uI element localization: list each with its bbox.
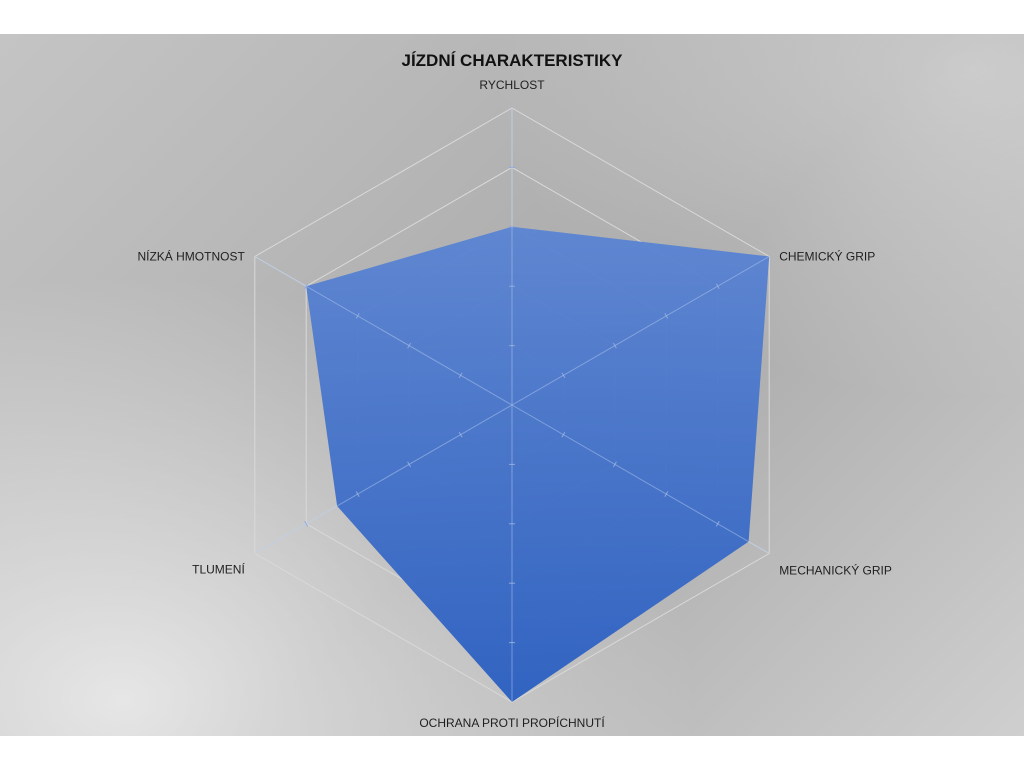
axis-label-6: NÍZKÁ HMOTNOST bbox=[137, 249, 245, 264]
axis-label-5: TLUMENÍ bbox=[192, 562, 245, 577]
chart-title: JÍZDNÍ CHARAKTERISTIKY bbox=[401, 51, 623, 70]
axis-label-3: MECHANICKÝ GRIP bbox=[779, 563, 892, 578]
axis-spoke-overlay bbox=[511, 404, 770, 554]
series-layer bbox=[254, 108, 770, 703]
axis-labels: RYCHLOST CHEMICKÝ GRIP MECHANICKÝ GRIP OCHR… bbox=[137, 78, 891, 730]
axis-label-4: OCHRANA PROTI PROPÍCHNUTÍ bbox=[419, 715, 605, 730]
axis-label-1: RYCHLOST bbox=[479, 78, 545, 92]
axis-spoke-overlay bbox=[254, 256, 513, 406]
axis-spoke-overlay bbox=[254, 404, 513, 554]
axis-spoke-overlay bbox=[511, 256, 770, 406]
axis-label-2: CHEMICKÝ GRIP bbox=[779, 249, 875, 264]
series-area-1 bbox=[306, 226, 770, 703]
